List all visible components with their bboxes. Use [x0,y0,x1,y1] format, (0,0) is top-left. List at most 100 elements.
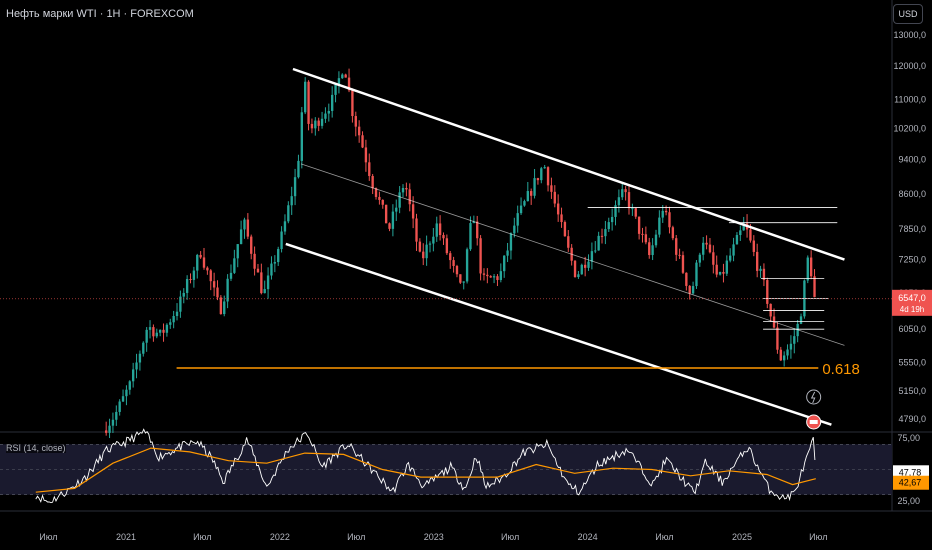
candle-body [263,289,266,294]
price-tick-label: 5550,0 [898,357,926,367]
candle-body [381,199,384,205]
candle-body [438,223,442,236]
candle-body [583,264,587,268]
candle-body [759,268,762,271]
candle-body [739,230,742,236]
time-tick-label: Июл [347,532,365,542]
candle-body [287,205,290,222]
candle-body [567,236,570,248]
candle-body [641,233,644,235]
price-tick-label: 6050,0 [898,324,926,334]
candle-body [236,244,239,259]
candle-body [610,216,614,223]
candle-body [165,324,169,333]
candle-body [135,362,138,370]
candle-body [300,112,303,161]
rsi-value-label: 47,78 [899,467,922,477]
candle-body [223,301,226,315]
candle-body [378,196,381,200]
symbol-title[interactable]: Нефть марки WTI · 1Н · FOREXCOM [6,8,194,20]
candle-body [607,222,610,230]
price-tick-label: 7850,0 [898,224,926,234]
candle-body [229,272,233,279]
candle-body [462,281,465,283]
candle-body [725,260,729,274]
drawing-tools: 0.618 [0,67,892,426]
price-gridlines [0,0,932,512]
candle-body [293,177,297,197]
candle-body [489,276,492,278]
channel-upper-line [292,67,845,261]
price-tick-label: 10200,0 [893,123,926,133]
candle-body [206,267,209,271]
candle-body [536,178,540,181]
candle-body [614,205,617,217]
candle-body [729,255,732,261]
candle-body [317,120,320,126]
candle-body [128,381,131,390]
candle-body [411,204,415,219]
candle-body [580,264,583,275]
candle-body [384,204,388,224]
candle-body [256,268,260,273]
candle-body [644,234,648,243]
candle-body [749,229,752,241]
rsi-ma-line [35,447,816,493]
candle-body [148,327,152,330]
candle-body [506,250,509,256]
candle-body [189,279,192,281]
price-tick-label: 8600,0 [898,189,926,199]
candlestick-series [105,68,816,439]
candle-body [752,240,755,252]
candle-body [226,278,229,302]
candle-body [324,113,327,119]
candle-body [492,276,496,278]
candle-body [320,118,324,126]
candle-body [185,279,189,293]
candle-body [762,268,766,281]
candle-body [277,249,280,263]
candle-body [212,281,216,288]
candle-body [573,260,577,278]
candle-body [594,250,597,252]
event-markers [806,389,822,430]
candle-body [806,257,809,281]
candle-body [196,254,199,271]
currency-button[interactable]: USD [893,4,923,24]
rsi-legend-title[interactable]: RSI (14, close) [6,443,66,453]
candle-body [624,189,627,193]
candle-body [563,222,567,237]
candle-body [631,208,634,210]
candle-body [455,265,459,275]
time-tick-label: Июл [809,532,827,542]
candle-body [779,349,782,361]
candle-body [371,175,374,189]
candle-body [361,135,364,148]
candle-body [718,271,722,275]
candle-body [138,353,142,363]
candle-body [705,242,708,245]
candle-body [422,251,425,259]
candle-body [695,262,698,287]
time-tick-label: 2025 [732,532,752,542]
candle-body [556,203,560,215]
candle-body [405,187,408,190]
candle-body [179,296,182,312]
candle-body [192,270,196,280]
candle-body [688,285,691,294]
candle-body [675,238,678,255]
price-axis[interactable]: 13000,0 12000,0 11000,0 10200,0 9400,0 8600,0… [892,30,932,424]
candle-body [233,258,236,273]
candle-body [105,430,108,433]
candle-body [782,355,786,361]
price-tick-label: 5150,0 [898,386,926,396]
candle-body [145,329,148,343]
candle-body [169,322,172,325]
time-axis[interactable]: Июл 2021 Июл 2022 Июл 2023 Июл 2024 Июл 2025 Июл [39,532,827,542]
candle-body [533,178,536,196]
candle-body [702,242,705,255]
candle-body [243,219,246,230]
candle-body [155,332,158,337]
